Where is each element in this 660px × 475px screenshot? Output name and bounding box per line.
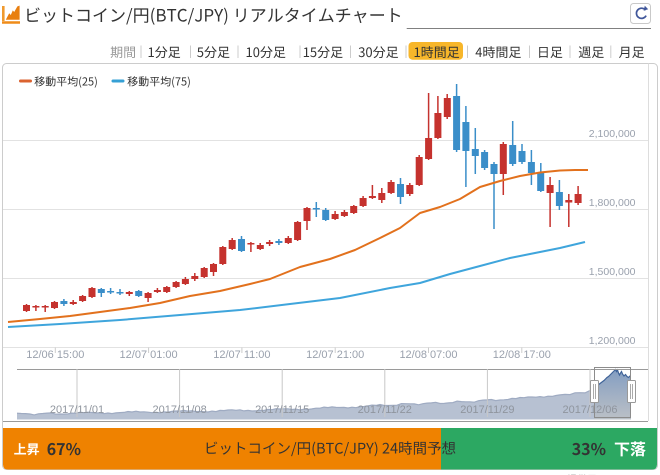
svg-text:1,800,000: 1,800,000 — [589, 197, 636, 209]
svg-text:1,200,000: 1,200,000 — [589, 335, 636, 347]
svg-text:12/07 21:00: 12/07 21:00 — [306, 349, 364, 361]
svg-text:12/07 01:00: 12/07 01:00 — [120, 349, 178, 361]
svg-text:2017/12/06: 2017/12/06 — [562, 404, 617, 416]
svg-text:2017/11/08: 2017/11/08 — [152, 404, 206, 416]
svg-text:12/07 11:00: 12/07 11:00 — [213, 349, 270, 361]
svg-text:2017/11/29: 2017/11/29 — [460, 404, 514, 416]
svg-text:12/08 07:00: 12/08 07:00 — [399, 349, 457, 361]
svg-text:1,500,000: 1,500,000 — [589, 266, 636, 278]
svg-text:12/08 17:00: 12/08 17:00 — [493, 349, 551, 361]
svg-text:2017/11/22: 2017/11/22 — [358, 404, 412, 416]
svg-text:2017/11/01: 2017/11/01 — [50, 404, 104, 416]
svg-text:12/06 15:00: 12/06 15:00 — [26, 349, 84, 361]
svg-text:2,100,000: 2,100,000 — [589, 128, 636, 140]
svg-text:2017/11/15: 2017/11/15 — [255, 404, 309, 416]
